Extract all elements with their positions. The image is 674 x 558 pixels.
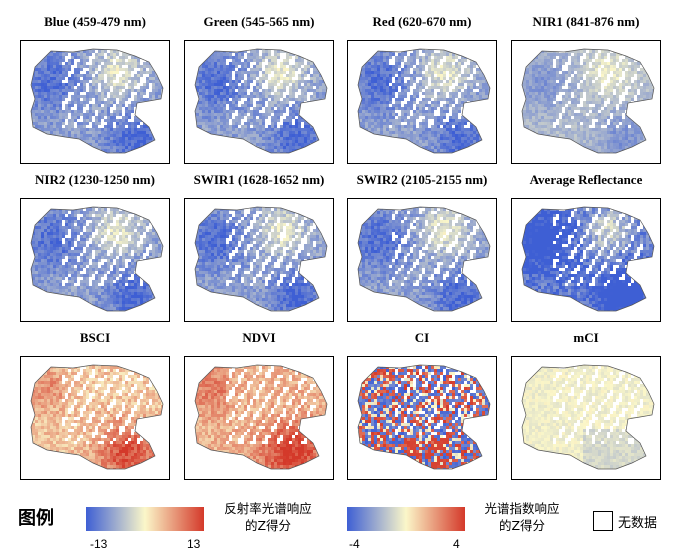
panel-title: Green (545-565 nm) [203, 14, 315, 29]
map-raster [194, 364, 328, 470]
study-area-outline [521, 206, 655, 312]
map-raster [30, 48, 164, 154]
map-raster [30, 206, 164, 312]
panel-title: Average Reflectance [529, 172, 643, 187]
panel-title: mCI [573, 330, 599, 345]
panel-title: Red (620-670 nm) [372, 14, 472, 29]
reflectance-colorbar [86, 507, 204, 531]
study-area-outline [357, 364, 491, 470]
map-frame [20, 40, 170, 164]
index-title-line1: 光谱指数响应 [484, 501, 560, 516]
map-raster [521, 364, 655, 470]
legend: 图例 -13 13 反射率光谱响应 的Z得分 -4 4 光谱指数响应 的Z得分 [0, 492, 674, 558]
study-area-outline [194, 206, 328, 312]
study-area-outline [194, 48, 328, 154]
reflectance-colorbar-title: 反射率光谱响应 的Z得分 [212, 500, 324, 534]
study-area-outline [30, 206, 164, 312]
index-colorbar [347, 507, 465, 531]
reflectance-max-label: 13 [187, 537, 201, 551]
map-frame [347, 198, 497, 322]
map-raster [357, 206, 491, 312]
panel-title: SWIR1 (1628-1652 nm) [193, 172, 325, 187]
map-frame [347, 356, 497, 480]
reflectance-min-label: -13 [90, 537, 108, 551]
map-frame [20, 198, 170, 322]
study-area-outline [30, 364, 164, 470]
index-min-label: -4 [349, 537, 360, 551]
nodata-swatch [593, 511, 613, 531]
map-raster [521, 48, 655, 154]
nodata-label: 无数据 [618, 516, 658, 531]
map-frame [20, 356, 170, 480]
study-area-outline [194, 364, 328, 470]
map-raster [30, 364, 164, 470]
map-raster [521, 206, 655, 312]
study-area-outline [357, 48, 491, 154]
map-panel-grid: Blue (459-479 nm) Green (545-565 nm) Red (… [20, 14, 661, 480]
panel-title: CI [414, 330, 430, 345]
index-colorbar-title: 光谱指数响应 的Z得分 [472, 500, 572, 534]
map-frame [184, 356, 334, 480]
index-max-label: 4 [453, 537, 460, 551]
legend-title: 图例 [18, 508, 54, 529]
map-raster [357, 48, 491, 154]
reflectance-title-line2: 的Z得分 [244, 518, 292, 533]
map-frame [511, 356, 661, 480]
map-frame [184, 40, 334, 164]
panel-title: Blue (459-479 nm) [44, 14, 146, 29]
map-frame [347, 40, 497, 164]
panel-title: NIR1 (841-876 nm) [532, 14, 640, 29]
index-title-line2: 的Z得分 [498, 518, 546, 533]
panel-title: BSCI [79, 330, 111, 345]
study-area-outline [357, 206, 491, 312]
study-area-outline [30, 48, 164, 154]
reflectance-title-line1: 反射率光谱响应 [224, 501, 312, 516]
map-frame [511, 198, 661, 322]
study-area-outline [521, 364, 655, 470]
map-raster [357, 364, 491, 470]
map-raster [194, 48, 328, 154]
panel-title: SWIR2 (2105-2155 nm) [356, 172, 488, 187]
study-area-outline [521, 48, 655, 154]
map-frame [511, 40, 661, 164]
map-raster [194, 206, 328, 312]
map-frame [184, 198, 334, 322]
panel-title: NDVI [242, 330, 276, 345]
panel-title: NIR2 (1230-1250 nm) [35, 172, 155, 187]
